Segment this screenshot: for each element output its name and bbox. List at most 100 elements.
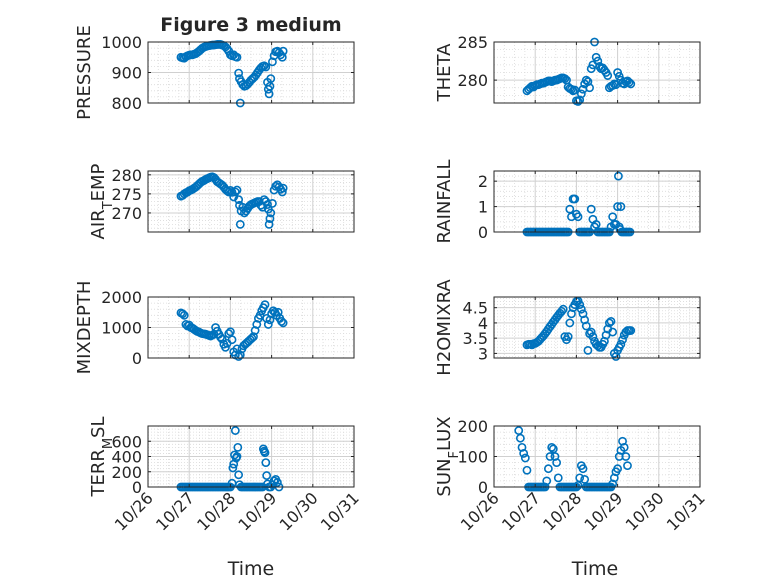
- data-point: [547, 442, 557, 452]
- data-point: [570, 85, 580, 95]
- y-axis-label: TERRMSL: [88, 416, 116, 497]
- data-point: [234, 68, 244, 78]
- y-tick-label: 275: [111, 185, 142, 204]
- data-point: [263, 200, 272, 209]
- x-axis-label-right: Time: [571, 558, 619, 580]
- data-point: [278, 183, 288, 193]
- data-point: [277, 187, 287, 197]
- data-point: [221, 342, 230, 352]
- data-point: [626, 79, 636, 89]
- y-tick-label: 800: [111, 94, 142, 113]
- y-axis-label: H2OMIXRA: [434, 279, 455, 376]
- data-point: [234, 470, 244, 480]
- data-point: [278, 46, 288, 56]
- subplot-4: 0 1 2 RAINFALL: [434, 160, 701, 243]
- x-axis-label-left: Time: [227, 558, 275, 580]
- figure-title: Figure 3 medium: [160, 14, 341, 36]
- axes-box: [147, 170, 355, 233]
- y-tick-label: 0: [132, 349, 142, 368]
- data-point: [227, 187, 237, 197]
- data-point: [264, 219, 274, 229]
- data-point: [621, 452, 631, 461]
- y-tick-label: 0: [478, 223, 488, 242]
- subplot-6: 33.544.5 H2OMIXRA: [434, 279, 701, 376]
- data-point: [593, 56, 603, 66]
- data-point: [232, 52, 242, 62]
- y-tick-label: 400: [111, 448, 142, 467]
- data-point: [277, 52, 287, 62]
- data-point: [604, 318, 614, 328]
- data-point: [565, 318, 575, 328]
- data-point: [575, 300, 585, 310]
- data-point: [581, 321, 591, 331]
- data-point: [552, 458, 562, 467]
- data-point: [616, 339, 626, 349]
- data-point: [578, 464, 588, 474]
- data-point: [616, 202, 626, 211]
- data-point: [588, 332, 598, 342]
- y-tick-label: 3: [478, 344, 488, 363]
- y-tick-label: 4: [478, 314, 488, 333]
- subplot-5: 0 1000 2000 MIXDEPTH: [74, 281, 355, 375]
- data-point: [225, 327, 235, 337]
- data-point: [606, 316, 616, 326]
- data-point: [613, 202, 622, 211]
- y-tick-label: 900: [111, 64, 142, 83]
- y-tick-label: 280: [111, 166, 142, 185]
- y-tick-label: 3.5: [463, 329, 488, 348]
- data-point: [230, 187, 240, 197]
- data-point: [232, 185, 242, 195]
- data-point: [557, 306, 566, 316]
- data-point: [216, 332, 225, 342]
- y-axis-label: AIRTEMP: [88, 163, 116, 239]
- data-point: [265, 214, 275, 224]
- data-point: [543, 464, 553, 474]
- data-point: [570, 194, 580, 204]
- y-tick-label: 0: [478, 478, 488, 497]
- data-point: [575, 473, 585, 483]
- y-axis-label: MIXDEPTH: [74, 281, 95, 375]
- y-tick-label: 1000: [101, 319, 142, 338]
- data-point: [585, 83, 594, 93]
- data-point: [247, 333, 257, 343]
- data-point: [261, 458, 271, 467]
- data-point: [233, 442, 243, 452]
- data-point: [623, 461, 632, 471]
- y-tick-label: 2: [478, 172, 488, 191]
- y-tick-label: 2000: [101, 288, 142, 307]
- y-tick-label: 200: [111, 463, 142, 482]
- data-point: [515, 433, 525, 443]
- data-point: [573, 97, 583, 106]
- data-point: [278, 318, 288, 328]
- y-tick-label: 280: [457, 71, 488, 90]
- data-point: [576, 304, 586, 314]
- data-point: [573, 212, 583, 222]
- data-point: [519, 449, 529, 458]
- data-point: [217, 334, 227, 344]
- y-tick-label: 270: [111, 204, 142, 223]
- y-axis-label: SUNFLUX: [434, 416, 462, 496]
- y-axis-label: THETA: [434, 43, 455, 103]
- data-point: [232, 452, 242, 461]
- data-point: [262, 471, 272, 480]
- data-point: [613, 464, 622, 474]
- data-point: [563, 332, 573, 342]
- data-point: [266, 208, 276, 218]
- data-point: [618, 335, 627, 345]
- data-point: [614, 171, 623, 181]
- y-tick-label: 0: [132, 478, 142, 497]
- data-point: [272, 478, 282, 487]
- subplot-7: 0200400600TERRMSL10/2610/2710/2810/2910/…: [88, 416, 363, 534]
- data-point: [545, 452, 555, 461]
- data-point: [235, 219, 245, 229]
- data-point: [234, 352, 244, 361]
- y-tick-label: 285: [457, 33, 488, 52]
- data-point: [260, 448, 270, 458]
- data-point: [583, 345, 593, 355]
- data-point: [581, 75, 591, 85]
- data-point: [179, 310, 189, 320]
- data-point: [603, 71, 613, 80]
